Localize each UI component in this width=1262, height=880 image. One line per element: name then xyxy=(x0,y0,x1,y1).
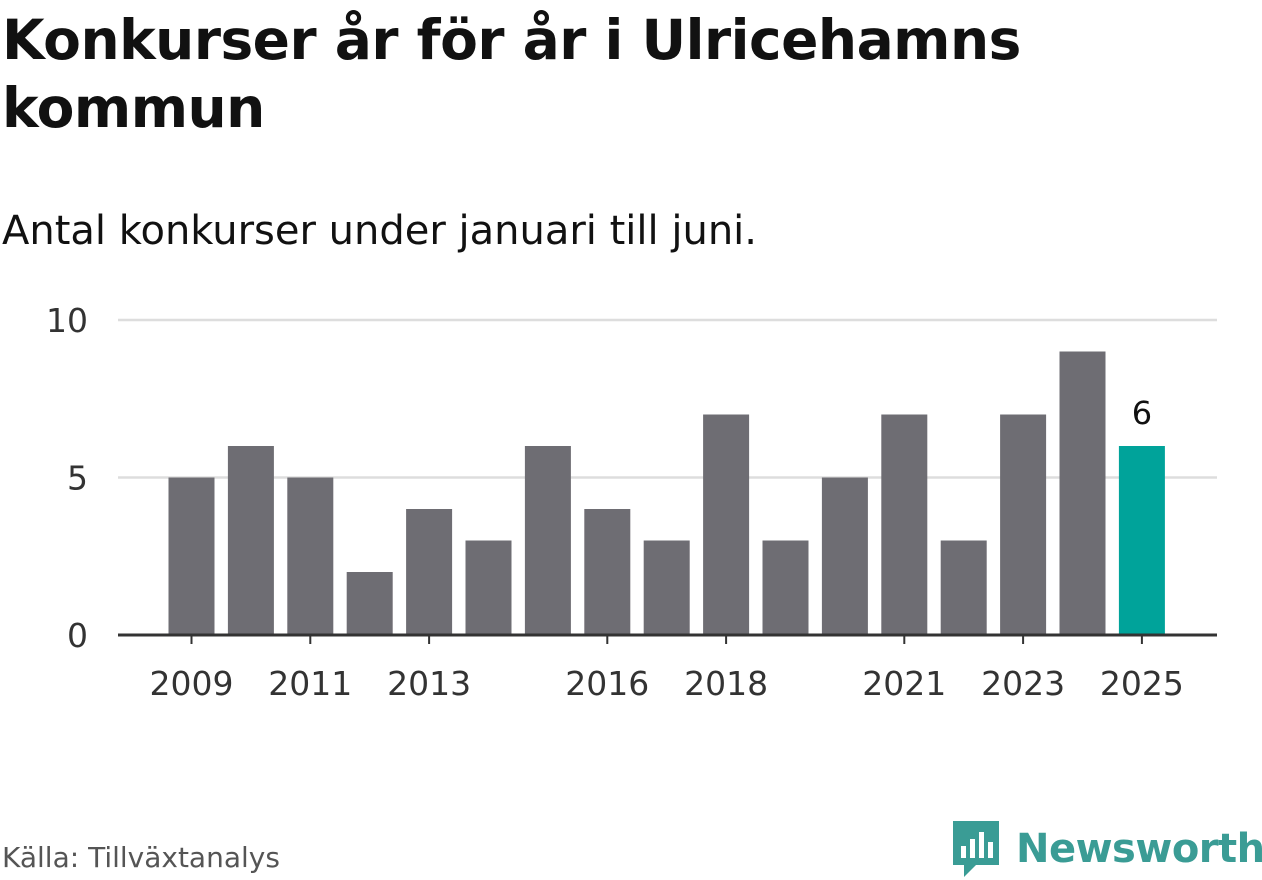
bar-2025 xyxy=(1118,446,1165,635)
x-tick-label-2011: 2011 xyxy=(268,664,352,703)
brand-name: Newsworthy xyxy=(1016,826,1262,872)
chart-subtitle: Antal konkurser under januari till juni. xyxy=(2,208,757,254)
bar-2021 xyxy=(881,414,928,635)
x-tick-label-2013: 2013 xyxy=(387,664,471,703)
bar-2013 xyxy=(406,509,453,635)
y-tick-label-10: 10 xyxy=(46,301,88,340)
x-tick-label-2025: 2025 xyxy=(1100,664,1184,703)
bar-2019 xyxy=(762,540,809,635)
bar-2018 xyxy=(703,414,750,635)
bar-2024 xyxy=(1059,351,1106,635)
bar-2017 xyxy=(643,540,690,635)
bar-chart: 0 5 10 6 2009 2011 2013 2016 2018 2021 2023 2025 xyxy=(46,301,1217,703)
bar-2014 xyxy=(465,540,512,635)
x-tick-label-2023: 2023 xyxy=(981,664,1065,703)
y-tick-label-5: 5 xyxy=(67,459,88,498)
bar-2011 xyxy=(287,477,334,635)
bar-2015 xyxy=(524,446,571,635)
chart-title: Konkurser år för år i Ulricehamns kommun xyxy=(2,8,1021,140)
bar-2009 xyxy=(168,477,215,635)
data-label-2025: 6 xyxy=(1132,394,1152,432)
newsworthy-logo-icon xyxy=(953,821,999,877)
x-tick-label-2009: 2009 xyxy=(150,664,234,703)
bar-2020 xyxy=(821,477,868,635)
x-tick-label-2018: 2018 xyxy=(684,664,768,703)
newsworthy-brand: Newsworthy xyxy=(950,818,1262,880)
x-tick-label-2016: 2016 xyxy=(565,664,649,703)
bar-2023 xyxy=(1000,414,1047,635)
y-tick-label-0: 0 xyxy=(67,616,88,655)
bar-2010 xyxy=(227,446,274,635)
x-tick-label-2021: 2021 xyxy=(862,664,946,703)
bar-2022 xyxy=(940,540,987,635)
bar-2012 xyxy=(346,572,393,635)
source-note: Källa: Tillväxtanalys xyxy=(2,841,280,874)
bar-2016 xyxy=(584,509,631,635)
